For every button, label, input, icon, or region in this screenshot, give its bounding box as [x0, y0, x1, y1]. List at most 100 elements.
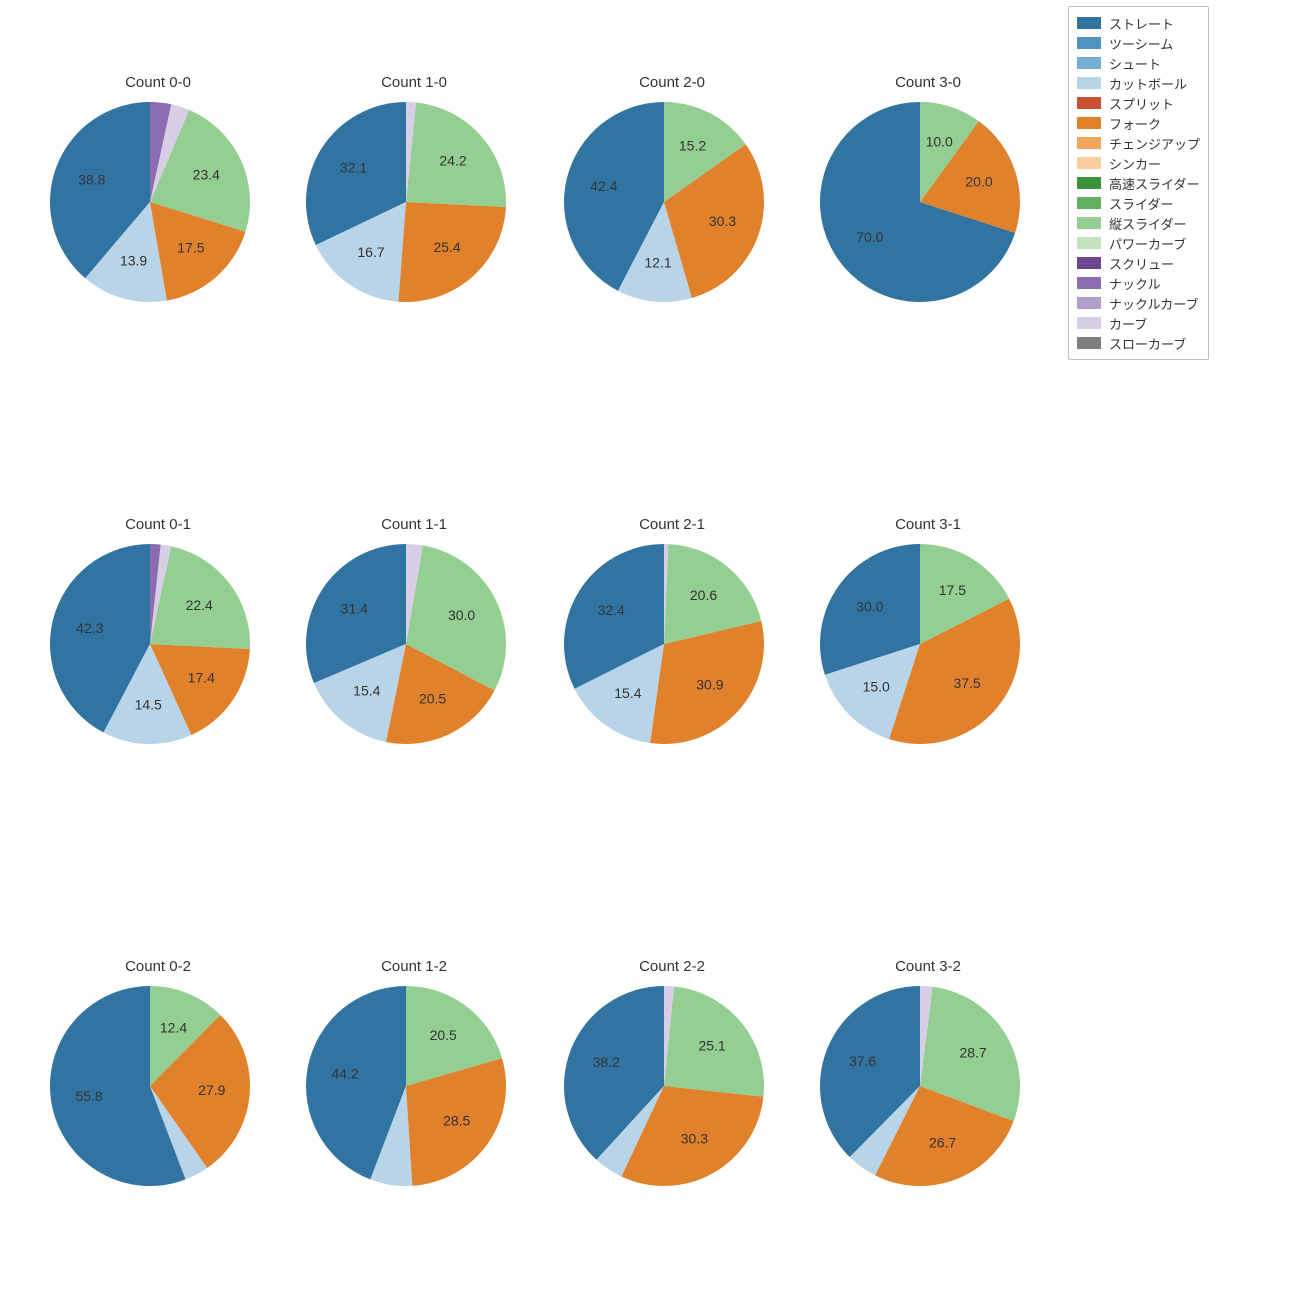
pie-panel: Count 3-0 70.020.010.0 — [818, 66, 1038, 382]
pie-slice-label: 32.1 — [340, 160, 367, 176]
pie-chart: 32.1 16.7 25.4 24.2 — [304, 100, 508, 304]
legend-item: シュート — [1077, 53, 1200, 73]
pie-panel: Count 3-237.626.728.7 — [818, 950, 1038, 1266]
legend-item: カットボール — [1077, 73, 1200, 93]
legend-swatch — [1077, 157, 1101, 169]
pie-slice-label: 15.4 — [614, 685, 641, 701]
legend-label: ツーシーム — [1109, 34, 1173, 53]
legend-label: パワーカーブ — [1109, 234, 1186, 253]
pie-chart: 31.415.420.530.0 — [304, 542, 508, 746]
pie-slice-label: 37.6 — [849, 1053, 876, 1069]
legend-label: カットボール — [1109, 74, 1187, 93]
legend-label: スクリュー — [1109, 254, 1174, 273]
pie-slice-label: 25.1 — [698, 1038, 725, 1054]
legend-item: スライダー — [1077, 193, 1200, 213]
pie-chart: 44.228.520.5 — [304, 984, 508, 1188]
legend-swatch — [1077, 297, 1101, 309]
pie-panel: Count 1-131.415.420.530.0 — [304, 508, 524, 824]
legend-label: スプリット — [1109, 94, 1174, 113]
pie-slice-label: 30.3 — [681, 1131, 708, 1147]
legend-swatch — [1077, 17, 1101, 29]
pie-panel: Count 3-1 30.0 15.0 37.5 17.5 — [818, 508, 1038, 824]
pie-slice-label: 13.9 — [120, 253, 147, 269]
pie-slice-label: 30.0 — [448, 607, 475, 623]
pie-slice-label: 28.5 — [443, 1112, 470, 1128]
pie-chart: 32.4 15.4 30.9 20.6 — [562, 542, 766, 746]
pie-title: Count 0-1 — [48, 516, 268, 533]
pie-slice-label: 12.1 — [644, 254, 671, 270]
pie-chart: 55.827.912.4 — [48, 984, 252, 1188]
pie-panel: Count 0-038.813.917.523.4 — [48, 66, 268, 382]
pie-chart: 42.314.517.422.4 — [48, 542, 252, 746]
pie-slice-label: 24.2 — [439, 152, 466, 168]
legend: ストレートツーシームシュートカットボールスプリットフォークチェンジアップシンカー… — [1068, 6, 1209, 360]
pie-slice-label: 22.4 — [186, 597, 213, 613]
legend-swatch — [1077, 57, 1101, 69]
pie-title: Count 2-2 — [562, 958, 782, 975]
pie-slice-label: 42.3 — [76, 620, 103, 636]
legend-swatch — [1077, 137, 1101, 149]
legend-swatch — [1077, 277, 1101, 289]
pie-slice-label: 20.5 — [430, 1027, 457, 1043]
pie-slice-label: 32.4 — [598, 602, 625, 618]
pie-panel: Count 1-0 32.1 16.7 25.4 24.2 — [304, 66, 524, 382]
pie-panel: Count 0-1 42.314.517.422.4 — [48, 508, 268, 824]
pie-slice-label: 30.0 — [856, 598, 883, 614]
legend-item: スクリュー — [1077, 253, 1200, 273]
legend-label: ナックル — [1109, 274, 1161, 293]
legend-label: ストレート — [1109, 14, 1174, 33]
pie-slice-label: 20.5 — [419, 691, 446, 707]
pie-title: Count 0-2 — [48, 958, 268, 975]
pie-chart: 38.2 30.3 25.1 — [562, 984, 766, 1188]
legend-item: シンカー — [1077, 153, 1200, 173]
pie-slice-label: 55.8 — [75, 1088, 102, 1104]
legend-item: 縦スライダー — [1077, 213, 1200, 233]
pie-title: Count 3-1 — [818, 516, 1038, 533]
pie-slice-label: 30.3 — [709, 213, 736, 229]
legend-item: ナックル — [1077, 273, 1200, 293]
legend-swatch — [1077, 337, 1101, 349]
pie-slice-label: 31.4 — [341, 601, 368, 617]
pie-slice-label: 27.9 — [198, 1082, 225, 1098]
pie-slice-label: 17.5 — [939, 582, 966, 598]
pie-slice-label: 28.7 — [959, 1045, 986, 1061]
pie-slice-label: 20.6 — [690, 587, 717, 603]
pie-chart: 42.412.130.315.2 — [562, 100, 766, 304]
pie-slice-label: 30.9 — [696, 676, 723, 692]
legend-label: カーブ — [1109, 314, 1147, 333]
pie-title: Count 3-0 — [818, 74, 1038, 91]
pie-slice-label: 15.0 — [863, 679, 890, 695]
legend-item: ツーシーム — [1077, 33, 1200, 53]
legend-item: ストレート — [1077, 13, 1200, 33]
pie-slice-label: 23.4 — [193, 167, 220, 183]
pie-chart: 70.020.010.0 — [818, 100, 1022, 304]
pie-chart: 30.0 15.0 37.5 17.5 — [818, 542, 1022, 746]
pie-panel: Count 0-255.827.912.4 — [48, 950, 268, 1266]
pie-slice-label: 15.2 — [679, 138, 706, 154]
pie-slice-label: 25.4 — [433, 239, 460, 255]
legend-label: シンカー — [1109, 154, 1161, 173]
pie-title: Count 1-0 — [304, 74, 524, 91]
pie-slice-label: 38.2 — [593, 1054, 620, 1070]
pie-slice-label: 37.5 — [953, 675, 980, 691]
legend-label: スローカーブ — [1109, 334, 1186, 353]
pie-slice-label: 26.7 — [929, 1134, 956, 1150]
pie-slice-label: 10.0 — [926, 134, 953, 150]
legend-item: パワーカーブ — [1077, 233, 1200, 253]
pie-title: Count 2-1 — [562, 516, 782, 533]
pie-panel: Count 1-244.228.520.5 — [304, 950, 524, 1266]
legend-item: スローカーブ — [1077, 333, 1200, 353]
pie-slice-label: 16.7 — [357, 244, 384, 260]
legend-label: 高速スライダー — [1109, 174, 1199, 193]
pie-chart: 37.6 26.7 28.7 — [818, 984, 1022, 1188]
pie-panel: Count 2-042.412.130.315.2 — [562, 66, 782, 382]
legend-label: シュート — [1109, 54, 1161, 73]
legend-item: フォーク — [1077, 113, 1200, 133]
legend-label: 縦スライダー — [1109, 214, 1186, 233]
legend-swatch — [1077, 317, 1101, 329]
legend-swatch — [1077, 257, 1101, 269]
pie-slice-label: 70.0 — [856, 229, 883, 245]
pie-slice-label: 17.5 — [177, 239, 204, 255]
pie-slice-label: 38.8 — [78, 171, 105, 187]
legend-item: スプリット — [1077, 93, 1200, 113]
